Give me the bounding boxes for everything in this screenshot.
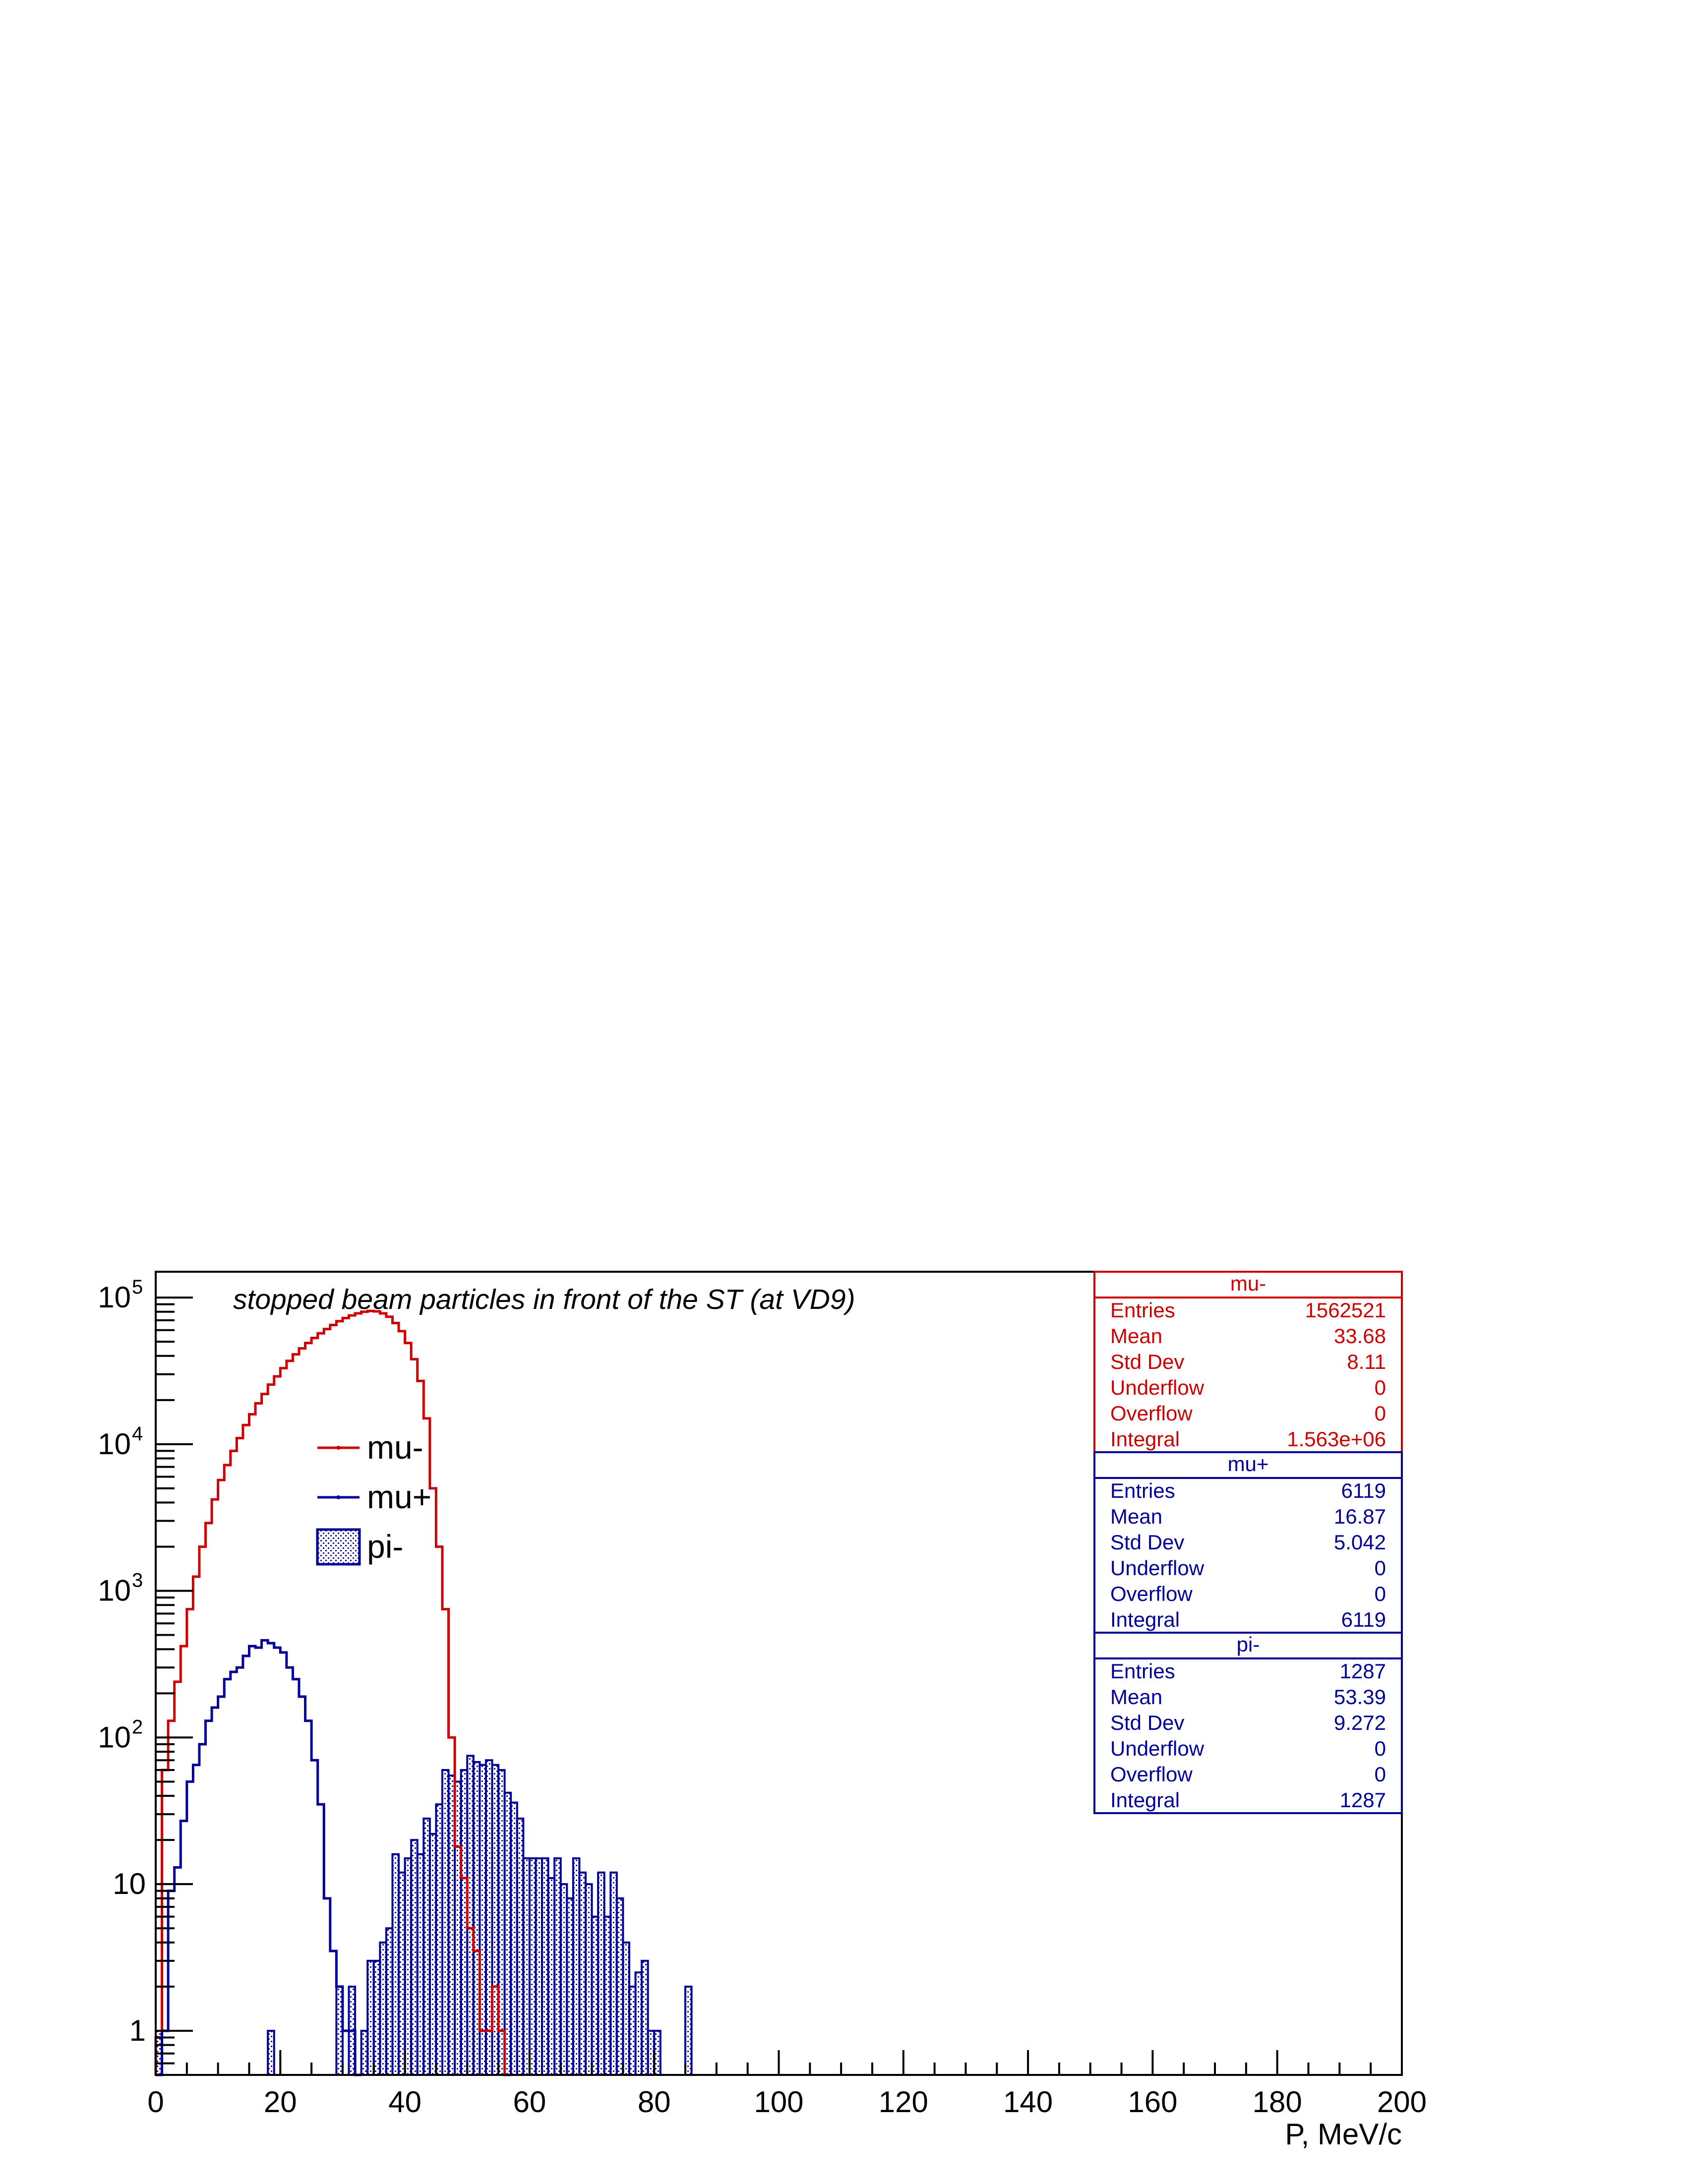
x-tick-label: 100 [754, 2085, 803, 2119]
stats-value: 0 [1375, 1402, 1386, 1425]
stats-label: Mean [1110, 1324, 1162, 1348]
series-mu- [154, 1309, 511, 2076]
stats-value: 1287 [1340, 1659, 1386, 1683]
legend-label: mu+ [367, 1478, 431, 1515]
stats-label: Underflow [1110, 1556, 1204, 1580]
legend-label: mu- [367, 1429, 423, 1466]
chart-title: stopped beam particles in front of the S… [233, 1284, 855, 1315]
stats-box-frame [1093, 1271, 1403, 1453]
stats-label: Std Dev [1110, 1350, 1184, 1373]
x-axis-label: P, MeV/c [1285, 2118, 1402, 2151]
stats-label: Mean [1110, 1685, 1162, 1709]
x-tick-label: 180 [1253, 2085, 1302, 2119]
stats-label: Std Dev [1110, 1711, 1184, 1734]
y-tick-exponent: 4 [132, 1423, 143, 1445]
stats-label: Overflow [1110, 1402, 1193, 1425]
stats-label: Std Dev [1110, 1531, 1184, 1554]
series-pi- [155, 1755, 693, 2076]
stats-value: 0 [1375, 1737, 1386, 1760]
stats-label: Overflow [1110, 1582, 1193, 1605]
stats-label: Integral [1110, 1608, 1180, 1631]
x-tick-label: 20 [264, 2085, 297, 2119]
stats-label: Underflow [1110, 1737, 1204, 1760]
x-tick-label: 80 [638, 2085, 671, 2119]
y-tick-label: 10 [113, 1867, 146, 1900]
x-tick-label: 0 [147, 2085, 164, 2119]
stats-value: 0 [1375, 1556, 1386, 1580]
y-tick-label: 1 [129, 2014, 146, 2047]
stats-label: Underflow [1110, 1376, 1204, 1399]
y-tick-exponent: 5 [132, 1276, 143, 1298]
legend-entry-mu+: mu+ [317, 1478, 431, 1515]
stats-label: Entries [1110, 1479, 1175, 1502]
stats-value: 0 [1375, 1376, 1386, 1399]
stats-box-frame [1093, 1632, 1403, 1814]
legend-swatch [316, 1528, 361, 1566]
stats-value: 1.563e+06 [1287, 1427, 1386, 1451]
stats-value: 16.87 [1334, 1505, 1386, 1528]
x-tick-label: 200 [1377, 2085, 1427, 2119]
line-mu- [154, 1309, 511, 2076]
y-tick-label: 10 [98, 1281, 131, 1314]
stats-value: 0 [1375, 1582, 1386, 1605]
legend-marker [336, 1446, 341, 1450]
stats-value: 9.272 [1334, 1711, 1386, 1734]
series-mu+ [156, 1639, 361, 2076]
y-tick-exponent: 3 [132, 1570, 143, 1592]
bin-pi- [267, 2029, 275, 2076]
legend-entry-pi-: pi- [316, 1528, 403, 1566]
x-tick-label: 60 [513, 2085, 546, 2119]
y-tick-exponent: 2 [132, 1716, 143, 1738]
bin-pi- [684, 1985, 693, 2076]
stats-label: Overflow [1110, 1763, 1193, 1786]
stats-value: 1287 [1340, 1788, 1386, 1812]
stats-label: Mean [1110, 1505, 1162, 1528]
legend: mu-mu+ pi- [316, 1429, 431, 1566]
stats-label: Integral [1110, 1427, 1180, 1451]
series-layer [154, 1309, 693, 2076]
stats-box-title: pi- [1237, 1633, 1260, 1656]
stats-value: 33.68 [1334, 1324, 1386, 1348]
x-tick-label: 120 [879, 2085, 928, 2119]
stats-box-frame [1093, 1451, 1403, 1634]
x-tick-label: 140 [1003, 2085, 1053, 2119]
stats-box-mu+: mu+ Entries 6119 Mean 16.87 Std Dev 5.042 Under… [1093, 1451, 1403, 1634]
stats-value: 53.39 [1334, 1685, 1386, 1709]
stats-box-mu-: mu- Entries 1562521 Mean 33.68 Std Dev 8.11 Und… [1093, 1271, 1403, 1453]
x-tick-label: 160 [1128, 2085, 1177, 2119]
legend-entry-mu-: mu- [317, 1429, 423, 1466]
stats-value: 1562521 [1305, 1299, 1386, 1322]
stats-value: 6119 [1341, 1479, 1386, 1502]
stats-label: Entries [1110, 1659, 1175, 1683]
stats-boxes: mu- Entries 1562521 Mean 33.68 Std Dev 8.11 Und… [1093, 1271, 1403, 1814]
stats-value: 0 [1375, 1763, 1386, 1786]
legend-label: pi- [367, 1528, 403, 1565]
stats-value: 5.042 [1334, 1531, 1386, 1554]
y-tick-label: 10 [98, 1427, 131, 1461]
stats-box-title: mu+ [1228, 1452, 1269, 1476]
legend-marker [336, 1495, 341, 1499]
stats-box-title: mu- [1230, 1272, 1266, 1295]
stats-value: 6119 [1341, 1608, 1386, 1631]
stats-box-pi-: pi- Entries 1287 Mean 53.39 Std Dev 9.272 Under… [1093, 1632, 1403, 1814]
y-tick-label: 10 [98, 1720, 131, 1754]
stats-label: Entries [1110, 1299, 1175, 1322]
stats-value: 8.11 [1347, 1350, 1386, 1373]
y-tick-label: 10 [98, 1574, 131, 1607]
line-mu+ [156, 1639, 361, 2076]
stats-label: Integral [1110, 1788, 1180, 1812]
x-tick-label: 40 [388, 2085, 422, 2119]
